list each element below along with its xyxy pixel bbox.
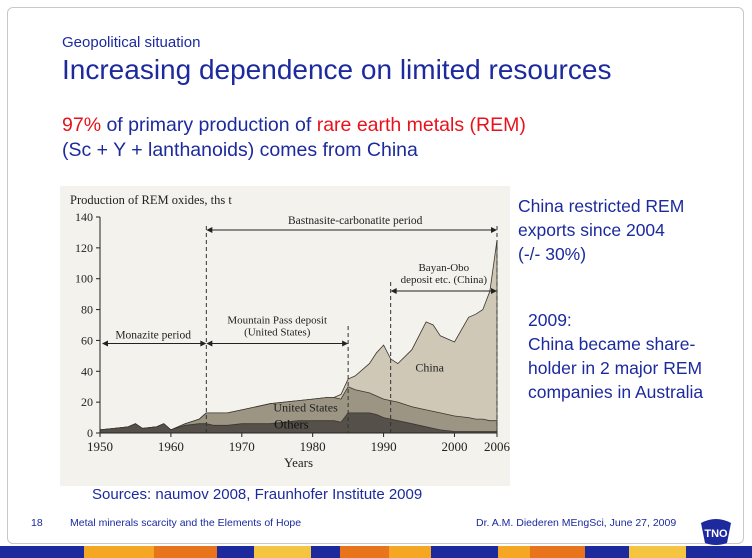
- side-note-2009-line: holder in 2 major REM: [528, 358, 703, 378]
- x-tick-label: 1970: [229, 439, 255, 454]
- bar-segment: [216, 546, 255, 558]
- bastnasite-arrow-head-left: [206, 227, 213, 233]
- logo-shape: [701, 519, 731, 545]
- footer-right: Dr. A.M. Diederen MEngSci, June 27, 2009: [476, 517, 677, 529]
- page-number: 18: [31, 517, 43, 529]
- mountain-pass-arrow-head-right: [342, 340, 349, 347]
- lead-text: 97% of primary production of rare earth …: [62, 113, 526, 163]
- bar-segment: [339, 546, 390, 558]
- lead-rem: rare earth metals (REM): [316, 114, 526, 136]
- y-tick-label: 40: [81, 364, 93, 378]
- bar-segment: [628, 546, 686, 558]
- bar-segment: [389, 546, 432, 558]
- bar-segment: [254, 546, 312, 558]
- chart-title: Production of REM oxides, ths t: [70, 193, 232, 207]
- period-label-mountain-pass: Mountain Pass deposit: [227, 315, 327, 327]
- side-note-2009: 2009: China became share- holder in 2 ma…: [528, 308, 703, 404]
- period-label-bayan-obo: Bayan-Obo: [418, 262, 469, 274]
- period-label-bastnasite: Bastnasite-carbonatite period: [288, 215, 423, 227]
- slide-title: Increasing dependence on limited resourc…: [62, 54, 612, 85]
- bar-segment: [497, 546, 530, 558]
- x-tick-label: 1960: [158, 439, 184, 454]
- side-note-2009-line: companies in Australia: [528, 382, 704, 402]
- area-label-china: China: [415, 360, 444, 374]
- bar-segment: [83, 546, 154, 558]
- y-tick-label: 120: [75, 241, 93, 255]
- bastnasite-arrow-head-right: [491, 227, 497, 233]
- lead-percentage: 97%: [62, 114, 102, 136]
- lead-line-2: (Sc + Y + lanthanoids) comes from China: [62, 139, 418, 161]
- monazite-arrow-head-right: [200, 340, 207, 347]
- series-area-others: [99, 412, 498, 434]
- x-tick-label: 2000: [441, 439, 467, 454]
- x-axis-label: Years: [284, 455, 313, 470]
- bottom-color-bar: [0, 546, 752, 558]
- rem-production-chart: 0 20 40 60 80 100 120 140 1950 1960 1970 1980 1990 20…: [60, 186, 511, 486]
- bar-segment: [0, 546, 84, 558]
- period-label-mountain-pass-sub: (United States): [244, 327, 311, 339]
- area-label-united-states: United States: [273, 400, 338, 414]
- bar-segment: [311, 546, 340, 558]
- bar-segment: [685, 546, 752, 558]
- side-note-exports-line: (-/- 30%): [518, 244, 587, 264]
- lead-line-1: 97% of primary production of rare earth …: [62, 113, 526, 138]
- logo-text: TNO: [704, 528, 728, 540]
- mountain-pass-arrow-head-left: [206, 340, 213, 347]
- bar-segment: [584, 546, 629, 558]
- x-tick-label: 1980: [300, 439, 326, 454]
- y-tick-label: 140: [75, 210, 93, 224]
- x-tick-label: 1950: [87, 439, 113, 454]
- bayan-obo-arrow-head-left: [390, 288, 397, 295]
- area-label-others: Others: [274, 416, 309, 431]
- lead-middle: of primary production of: [101, 114, 317, 136]
- bar-segment: [529, 546, 585, 558]
- x-tick-label: 1990: [371, 439, 397, 454]
- monazite-arrow-head-left: [102, 340, 108, 347]
- bayan-obo-arrow-head-right: [491, 288, 497, 295]
- period-label-bayan-obo-sub: deposit etc. (China): [401, 274, 488, 286]
- side-note-2009-line: China became share-: [528, 334, 696, 354]
- x-tick-label: 2006: [484, 439, 510, 454]
- footer-left: Metal minerals scarcity and the Elements…: [70, 517, 302, 529]
- y-tick-label: 0: [87, 426, 93, 440]
- side-note-exports: China restricted REM exports since 2004 …: [518, 194, 684, 266]
- tno-logo: TNO: [701, 519, 731, 545]
- y-tick-label: 80: [81, 303, 93, 317]
- chart-svg: 0 20 40 60 80 100 120 140 1950 1960 1970 1980 1990 20…: [70, 193, 511, 470]
- sources: Sources: naumov 2008, Fraunhofer Institu…: [92, 486, 423, 503]
- side-note-2009-line: 2009:: [528, 310, 572, 330]
- bar-segment: [153, 546, 217, 558]
- bar-segment: [431, 546, 498, 558]
- y-tick-label: 100: [75, 272, 93, 286]
- side-note-exports-line: exports since 2004: [518, 220, 665, 240]
- kicker: Geopolitical situation: [62, 34, 201, 51]
- side-note-exports-line: China restricted REM: [518, 196, 685, 216]
- period-label-monazite: Monazite period: [115, 330, 191, 342]
- y-tick-label: 20: [81, 395, 93, 409]
- y-tick-label: 60: [81, 333, 93, 347]
